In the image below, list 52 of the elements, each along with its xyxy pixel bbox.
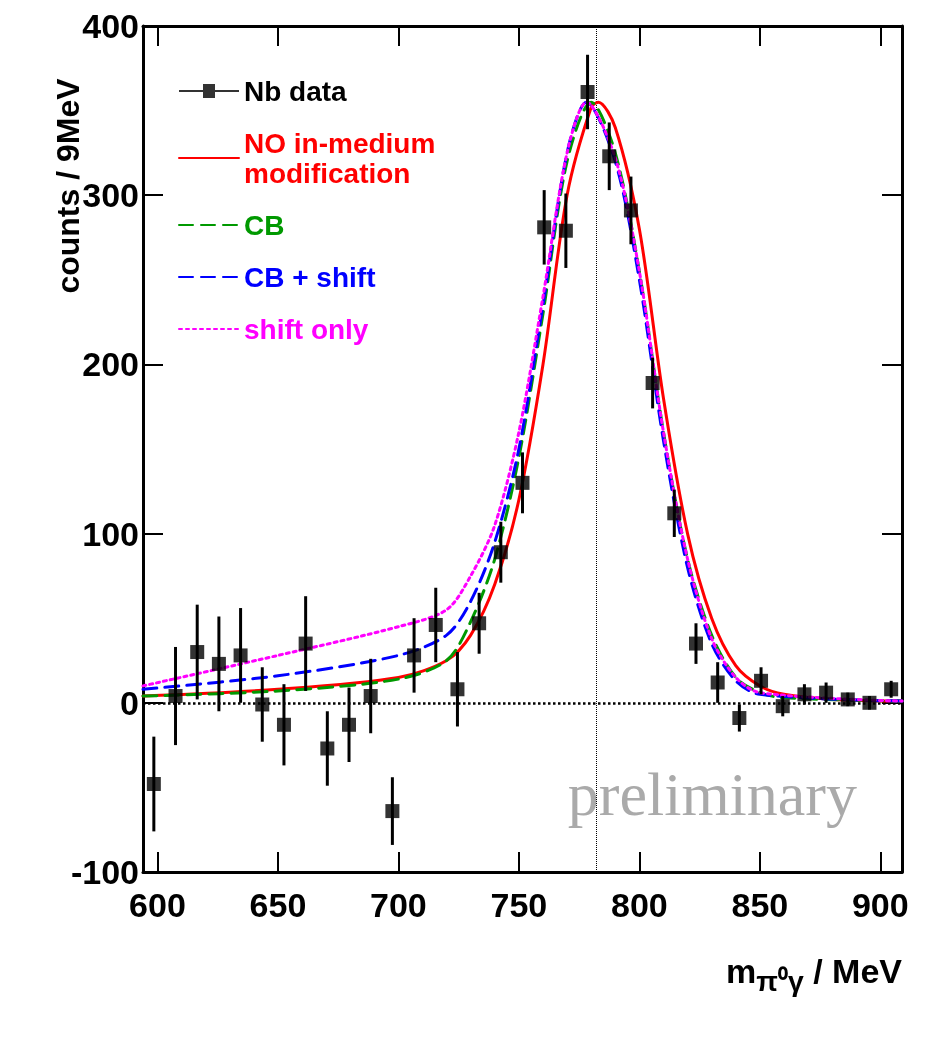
point <box>515 475 530 490</box>
y-tick-label: 0 <box>120 683 139 722</box>
legend-label: NO in-medium modification <box>244 127 436 189</box>
point <box>840 692 855 707</box>
x-tick-label: 900 <box>851 886 909 924</box>
point <box>342 717 357 732</box>
legend-label: CB <box>244 209 285 241</box>
point <box>211 656 226 671</box>
y-tick-label: 400 <box>82 7 139 45</box>
point <box>623 203 638 218</box>
point <box>602 149 617 164</box>
annotation: preliminary <box>567 760 857 828</box>
point <box>710 675 725 690</box>
point <box>775 699 790 714</box>
x-tick-label: 850 <box>731 886 789 924</box>
x-tick-label: 750 <box>490 886 548 924</box>
point <box>428 617 443 632</box>
point <box>884 682 899 697</box>
point <box>732 711 747 726</box>
point <box>363 689 378 704</box>
point <box>645 376 660 391</box>
point <box>493 545 508 560</box>
point <box>819 685 834 700</box>
point <box>754 673 769 688</box>
point <box>385 804 400 819</box>
point <box>168 689 183 704</box>
point <box>688 636 703 651</box>
x-tick-label: 700 <box>370 886 427 924</box>
legend-label: shift only <box>244 313 369 345</box>
point <box>233 648 248 663</box>
x-axis-title: m$_{π⁰γ}$ / MeV <box>726 952 902 999</box>
point <box>407 648 422 663</box>
point <box>862 695 877 710</box>
legend-label: Nb data <box>244 75 348 107</box>
point <box>320 741 335 756</box>
legend-label: CB + shift <box>244 261 376 293</box>
point <box>797 687 812 702</box>
point <box>255 697 270 712</box>
point <box>558 223 573 238</box>
point <box>276 717 291 732</box>
point <box>298 636 313 651</box>
y-tick-label: 200 <box>82 345 139 384</box>
point <box>450 682 465 697</box>
point <box>146 777 161 792</box>
point <box>190 645 205 660</box>
point <box>472 616 487 631</box>
x-tick-label: 800 <box>610 886 668 924</box>
point <box>667 506 682 521</box>
point <box>537 220 552 235</box>
y-tick-label: 100 <box>82 514 139 553</box>
x-tick-label: 650 <box>249 886 307 924</box>
point <box>580 84 595 99</box>
